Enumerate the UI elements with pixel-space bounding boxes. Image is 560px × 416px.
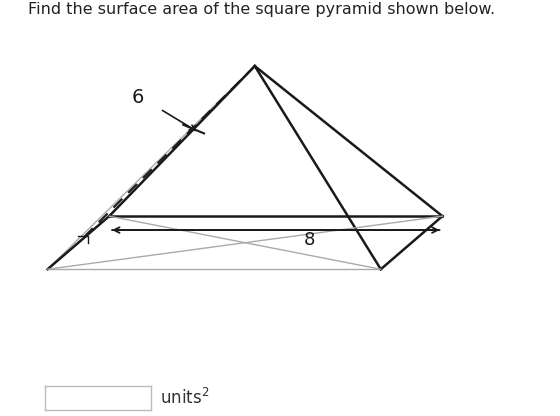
Text: 8: 8 [304,231,315,249]
Text: Find the surface area of the square pyramid shown below.: Find the surface area of the square pyra… [28,2,495,17]
Text: units$^2$: units$^2$ [160,388,209,408]
Text: 6: 6 [132,89,144,107]
